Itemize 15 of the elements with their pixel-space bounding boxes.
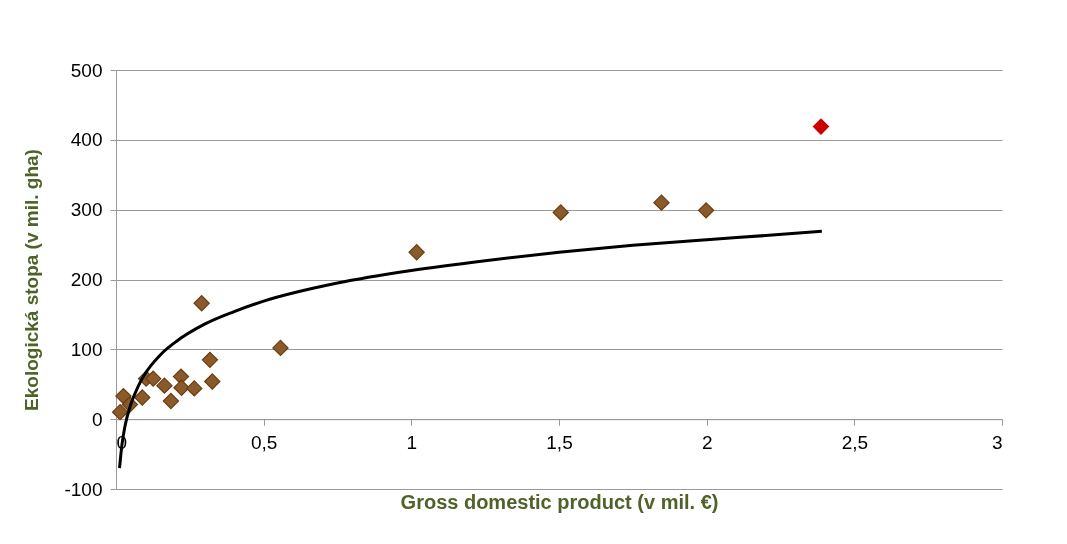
y-tick-label: 200	[70, 269, 103, 290]
y-tick-label: 100	[70, 338, 103, 360]
x-axis-title: Gross domestic product (v mil. €)	[400, 490, 719, 513]
y-tick-label: 0	[91, 408, 103, 430]
y-tick-label: -100	[64, 478, 103, 500]
x-tick-label: 1,5	[546, 431, 573, 453]
y-tick-label: 300	[70, 199, 103, 221]
y-axis-title: Ekologická stopa (v mil. gha)	[21, 149, 43, 411]
x-tick-label: 2	[701, 431, 713, 453]
y-tick-label: 400	[70, 129, 103, 151]
x-tick-label: 1	[406, 431, 418, 453]
x-tick-label: 3	[991, 431, 1003, 453]
x-tick-label: 2,5	[841, 431, 869, 453]
x-tick-label: 0,5	[250, 431, 278, 453]
y-tick-label: 500	[70, 59, 103, 81]
